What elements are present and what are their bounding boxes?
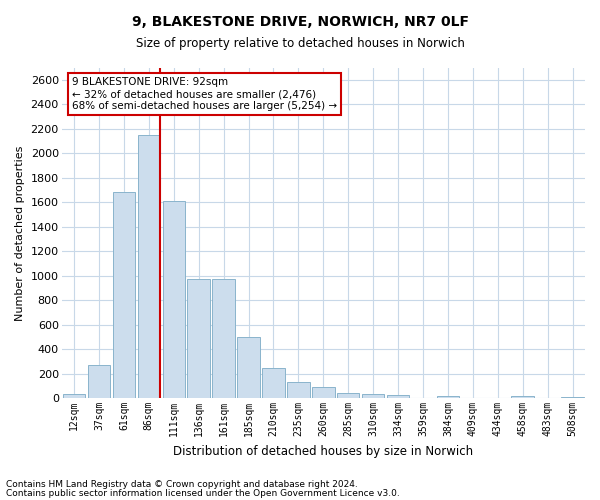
- Bar: [337, 393, 359, 398]
- Bar: [362, 394, 385, 398]
- Text: Contains public sector information licensed under the Open Government Licence v3: Contains public sector information licen…: [6, 489, 400, 498]
- Bar: [212, 280, 235, 398]
- Bar: [387, 395, 409, 398]
- X-axis label: Distribution of detached houses by size in Norwich: Distribution of detached houses by size …: [173, 444, 473, 458]
- Y-axis label: Number of detached properties: Number of detached properties: [15, 145, 25, 320]
- Text: 9 BLAKESTONE DRIVE: 92sqm
← 32% of detached houses are smaller (2,476)
68% of se: 9 BLAKESTONE DRIVE: 92sqm ← 32% of detac…: [72, 78, 337, 110]
- Bar: [262, 368, 284, 398]
- Bar: [562, 397, 584, 398]
- Bar: [137, 135, 160, 398]
- Bar: [511, 396, 534, 398]
- Bar: [312, 386, 335, 398]
- Text: Contains HM Land Registry data © Crown copyright and database right 2024.: Contains HM Land Registry data © Crown c…: [6, 480, 358, 489]
- Bar: [163, 201, 185, 398]
- Bar: [238, 337, 260, 398]
- Bar: [88, 365, 110, 398]
- Text: Size of property relative to detached houses in Norwich: Size of property relative to detached ho…: [136, 38, 464, 51]
- Bar: [113, 192, 135, 398]
- Text: 9, BLAKESTONE DRIVE, NORWICH, NR7 0LF: 9, BLAKESTONE DRIVE, NORWICH, NR7 0LF: [131, 15, 469, 29]
- Bar: [287, 382, 310, 398]
- Bar: [437, 396, 459, 398]
- Bar: [63, 394, 85, 398]
- Bar: [187, 280, 210, 398]
